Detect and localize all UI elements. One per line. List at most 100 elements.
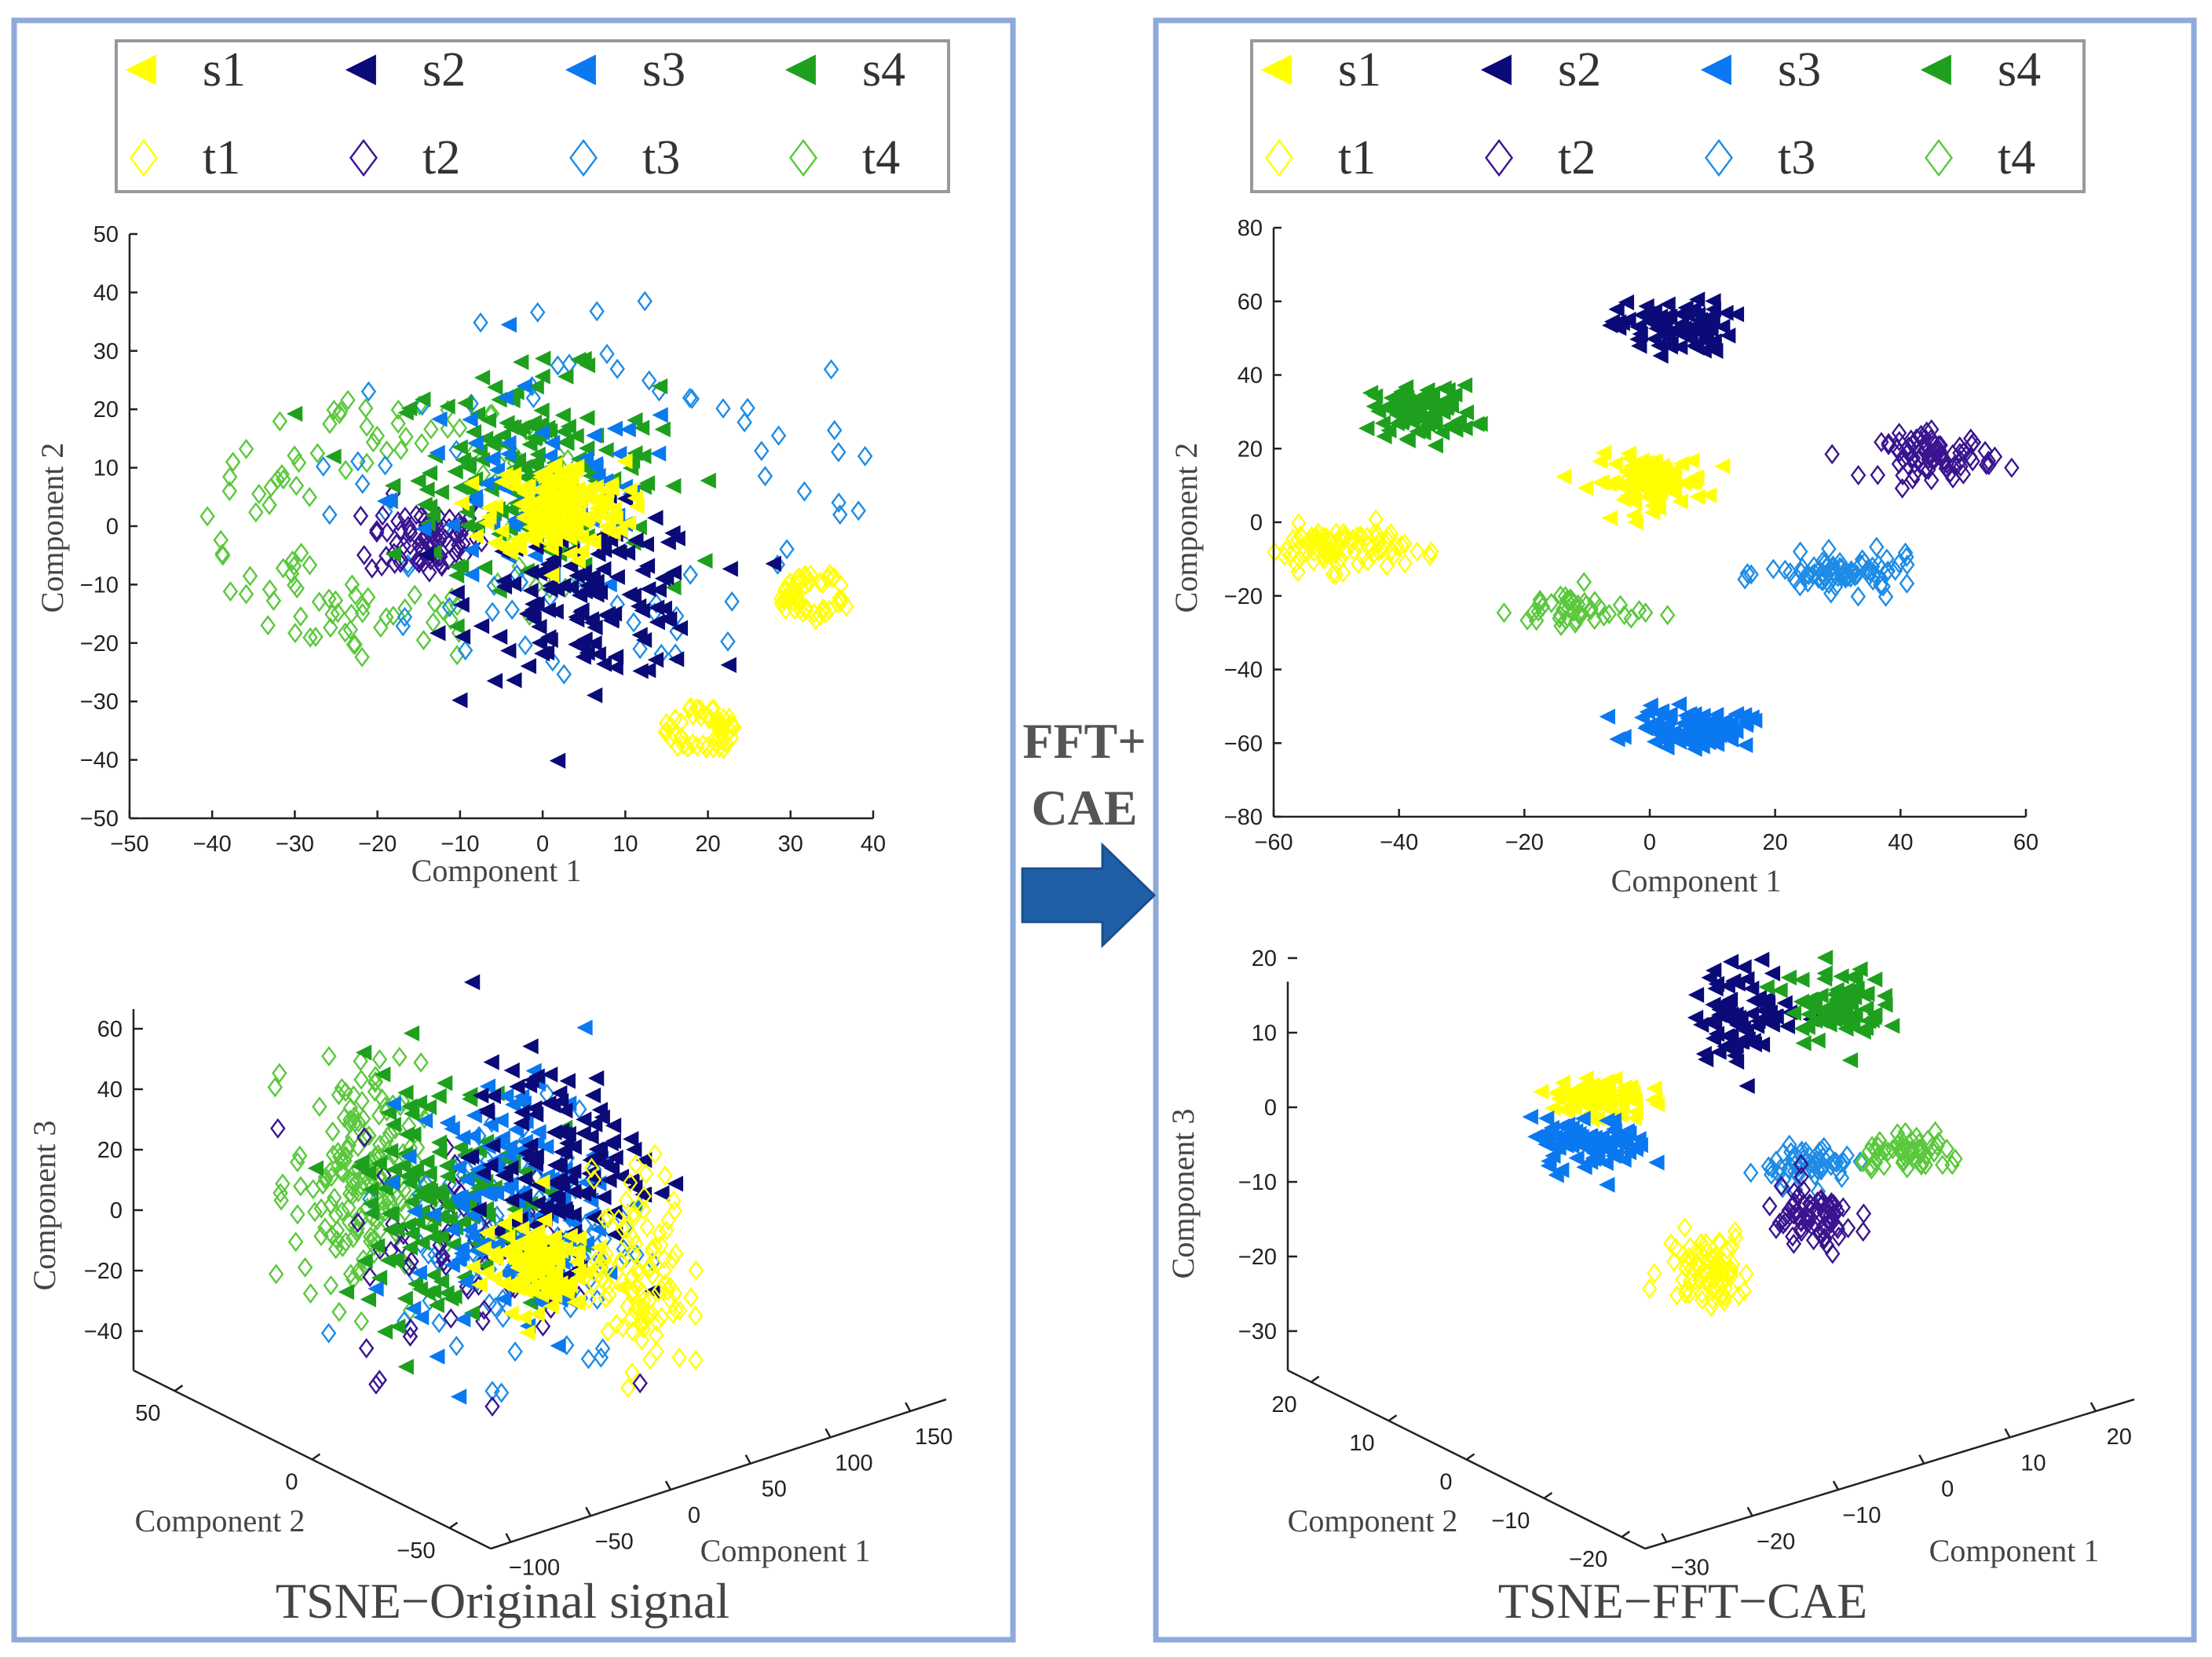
point-t4 [1899,1158,1915,1179]
point-t3 [1899,547,1914,568]
point-s2 [1726,1048,1743,1064]
point-s3 [1599,1112,1615,1129]
point-s4 [385,1116,401,1133]
point-s2 [541,1066,558,1083]
point-t1 [1701,1273,1717,1294]
point-t4 [261,495,277,516]
point-s4 [459,518,476,534]
point-t1 [707,727,723,748]
point-s1 [510,1258,528,1275]
point-s2 [588,573,605,590]
point-s2 [1672,338,1688,356]
point-t4 [346,1085,362,1106]
point-t3 [1899,572,1915,594]
point-s1 [516,510,532,527]
point-t4 [345,1126,360,1147]
point-s2 [1739,971,1755,987]
point-s2 [607,1149,623,1166]
point-s1 [616,453,633,470]
point-t4 [1612,594,1629,616]
point-t4 [214,545,231,566]
point-s3 [590,1221,606,1238]
point-s3 [587,455,604,473]
point-s2 [1776,995,1793,1011]
point-t4 [248,502,264,523]
point-t4 [213,529,229,551]
point-t1 [1409,541,1425,562]
point-t2 [1942,463,1958,484]
point-s2 [1706,962,1722,978]
point-t1 [1666,1251,1682,1272]
point-s4 [579,409,595,426]
point-t4 [334,1161,350,1183]
point-t4 [1911,1132,1927,1154]
point-t4 [307,1202,323,1223]
point-t1 [687,1305,704,1326]
point-s4 [436,1075,453,1092]
point-s4 [1374,415,1391,432]
point-t2 [1856,1203,1872,1224]
point-s1 [505,1240,521,1256]
x-tick [2090,1402,2097,1412]
point-t4 [363,1226,378,1247]
point-s4 [554,407,571,423]
point-s2 [542,631,558,649]
point-s3 [649,445,667,462]
point-s2 [669,530,686,547]
point-t4 [371,1048,388,1070]
point-s1 [547,456,563,474]
point-t1 [597,1272,612,1293]
point-s4 [525,414,543,431]
point-t4 [390,399,407,420]
point-t4 [287,1231,304,1253]
point-s4 [439,1168,455,1185]
point-s4 [557,433,573,451]
point-s2 [587,1070,605,1087]
point-t2 [1777,1206,1793,1227]
point-t2 [403,1318,419,1339]
point-t4 [342,1097,359,1118]
point-s2 [1687,1009,1704,1026]
x-axis [1644,1398,2135,1550]
point-t3 [455,1165,472,1186]
point-t2 [1773,1176,1790,1197]
point-s3 [1706,722,1722,738]
point-s3 [444,1221,461,1238]
point-s2 [478,1102,495,1118]
point-t4 [1587,591,1603,612]
point-t4 [221,481,238,502]
point-t4 [312,1096,327,1117]
point-s3 [459,1171,475,1188]
point-s1 [536,1212,553,1228]
point-t3 [504,599,520,620]
point-s4 [433,1228,449,1245]
point-t1 [688,1260,704,1281]
point-t2 [484,1395,500,1417]
point-t1 [1389,536,1405,557]
point-s2 [523,1072,539,1088]
point-s1 [506,1207,523,1224]
point-t1 [627,1154,644,1175]
y-tick-label: 50 [135,1401,160,1426]
point-t4 [357,397,374,419]
point-s2 [638,536,654,553]
z-tick-label: 10 [1252,1021,1277,1046]
point-t2 [1894,477,1910,499]
point-s1 [463,475,480,492]
y-tick-label: 40 [93,280,119,305]
point-t1 [1333,547,1348,569]
point-t2 [1789,1202,1804,1224]
point-t4 [275,1173,291,1194]
point-s2 [1670,324,1687,341]
point-s3 [465,1128,481,1144]
point-s1 [478,1264,495,1281]
point-t1 [585,1273,601,1294]
point-t4 [290,1151,305,1172]
point-t1 [598,1287,613,1308]
point-s4 [1366,388,1384,404]
point-s2 [1682,328,1698,345]
right-arrow-icon [1021,842,1157,949]
point-s2 [1743,980,1760,997]
point-s2 [522,582,539,599]
point-t2 [1850,465,1866,486]
